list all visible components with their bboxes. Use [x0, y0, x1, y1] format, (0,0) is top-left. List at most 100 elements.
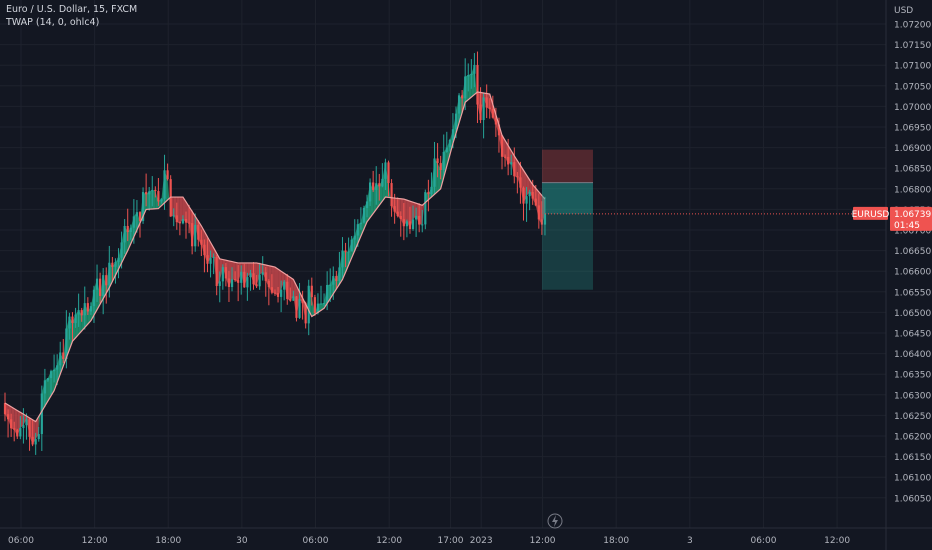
candle-body	[230, 279, 234, 287]
candle-body	[283, 281, 286, 290]
candle-body	[212, 256, 215, 259]
candle-body	[534, 198, 537, 206]
candle-body	[482, 97, 485, 121]
candle-body	[181, 219, 185, 224]
candle-body	[52, 369, 56, 372]
candle-body	[56, 365, 59, 370]
candle-body	[491, 109, 494, 118]
candle-body	[365, 201, 369, 208]
candle-body	[372, 182, 375, 190]
twap-fill	[271, 266, 275, 294]
candle-body	[234, 279, 237, 281]
candle-body	[108, 262, 111, 286]
twap-line	[4, 91, 546, 423]
candle-body	[206, 255, 209, 264]
symbol-badge-text: EURUSD	[852, 210, 890, 220]
candle-body	[102, 275, 105, 296]
candle-body	[347, 251, 350, 253]
candle-body	[194, 224, 197, 247]
candle-body	[436, 158, 439, 164]
candle-body	[138, 212, 142, 221]
y-tick-label: 1.06600	[894, 268, 931, 278]
candle-body	[362, 207, 366, 223]
candle-body	[543, 213, 547, 225]
candle-body	[341, 250, 344, 268]
candle-body	[209, 258, 212, 264]
candle-body	[344, 250, 347, 253]
candle-body	[326, 284, 329, 304]
y-tick-label: 1.07000	[894, 103, 931, 113]
y-tick-label: 1.06650	[894, 247, 931, 257]
twap-fill	[281, 271, 285, 290]
candle-body	[442, 151, 445, 171]
candle-body	[286, 281, 289, 299]
twap-fill	[437, 163, 441, 192]
y-tick-label: 1.06550	[894, 288, 931, 298]
y-tick-label: 1.06150	[894, 453, 931, 463]
twap-fill	[179, 197, 183, 224]
twap-fill	[345, 251, 349, 273]
candle-body	[408, 221, 412, 229]
candle-body	[258, 274, 261, 287]
candle-body	[461, 95, 464, 99]
candle-body	[151, 189, 154, 192]
candle-body	[111, 262, 114, 267]
candle-body	[99, 278, 102, 296]
candle-body	[276, 293, 280, 297]
candle-body	[252, 273, 255, 285]
candle-body	[160, 198, 163, 202]
indicator-title[interactable]: TWAP (14, 0, ohlc4)	[6, 17, 100, 28]
candle-body	[172, 215, 175, 217]
candle-body	[292, 296, 295, 301]
candle-body	[427, 192, 430, 195]
candle-body	[28, 419, 31, 437]
candle-body	[43, 380, 46, 394]
x-tick-label: 2023	[470, 536, 493, 546]
candle-body	[381, 178, 384, 187]
candle-body	[470, 73, 473, 76]
x-tick-label: 12:00	[824, 536, 850, 546]
grid	[0, 0, 886, 528]
candle-body	[126, 225, 129, 233]
candle-body	[203, 244, 206, 256]
candle-body	[184, 219, 188, 223]
lightning-icon-bolt	[552, 515, 558, 527]
last-price-badge	[890, 206, 932, 231]
candle-body	[187, 222, 191, 224]
candle-body	[37, 434, 40, 440]
candle-body	[507, 156, 510, 165]
candle-body	[393, 206, 396, 212]
y-tick-label: 1.07150	[894, 41, 931, 51]
candle-body	[86, 303, 89, 312]
candle-body	[166, 170, 169, 180]
candle-body	[92, 289, 96, 307]
candle-body	[513, 162, 516, 177]
candle-body	[307, 285, 310, 324]
y-tick-label: 1.06700	[894, 227, 931, 237]
x-tick-label: 06:00	[8, 536, 34, 546]
twap-fill	[182, 197, 187, 223]
lightning-icon[interactable]	[547, 513, 563, 529]
candle-body	[405, 221, 409, 227]
candle-body	[467, 75, 470, 77]
candle-body	[313, 297, 316, 314]
x-tick-label: 12:00	[82, 536, 108, 546]
candle-body	[227, 278, 231, 287]
candle-body	[221, 267, 224, 282]
position-target-zone	[541, 182, 593, 290]
candle-body	[129, 227, 132, 233]
twap-fill	[373, 183, 377, 214]
y-tick-label: 1.07050	[894, 82, 931, 92]
x-tick-label: 3	[687, 536, 693, 546]
candle-body	[301, 299, 304, 304]
twap-fill	[526, 175, 530, 197]
twap-fill	[23, 414, 27, 426]
candle-body	[439, 163, 442, 171]
symbol-title[interactable]: Euro / U.S. Dollar, 15, FXCM	[6, 4, 138, 15]
candle-body	[10, 419, 13, 429]
candle-body	[353, 235, 356, 240]
twap-fill	[259, 263, 263, 275]
candle-body	[249, 273, 252, 278]
candle-body	[433, 158, 436, 187]
